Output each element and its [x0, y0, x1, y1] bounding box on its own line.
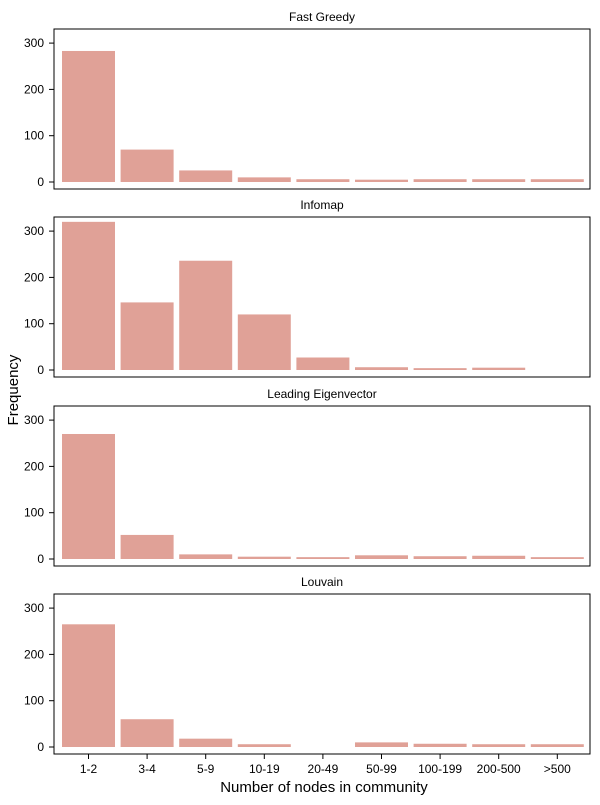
bar [237, 177, 291, 182]
bar [413, 179, 467, 182]
bar [120, 302, 174, 370]
y-tick-label: 0 [37, 363, 44, 377]
panel-frame [53, 405, 591, 567]
bar [179, 170, 233, 182]
panel-frame [53, 28, 591, 190]
bar [472, 179, 526, 182]
bar [120, 719, 174, 747]
panel: Leading Eigenvector 0 100 200 300 [24, 387, 591, 567]
panel-frame [53, 216, 591, 378]
x-tick-label: 20-49 [308, 762, 339, 776]
x-tick-label: 5-9 [197, 762, 215, 776]
bar [62, 624, 115, 747]
bar [179, 554, 233, 559]
bar [413, 556, 467, 559]
y-tick-label: 200 [24, 459, 44, 473]
y-tick-label: 0 [37, 175, 44, 189]
y-axis-title: Frequency [5, 354, 22, 425]
bar [120, 149, 174, 182]
bar [237, 556, 291, 559]
y-tick-label: 0 [37, 740, 44, 754]
y-tick-label: 100 [24, 129, 44, 143]
bar [237, 314, 291, 370]
bar [296, 179, 350, 182]
x-tick-label: >500 [544, 762, 571, 776]
y-tick-label: 0 [37, 552, 44, 566]
bar [355, 555, 408, 559]
bar [355, 742, 408, 747]
x-tick-label: 200-500 [477, 762, 521, 776]
bar [179, 738, 233, 747]
y-tick-label: 200 [24, 82, 44, 96]
x-tick-label: 50-99 [366, 762, 397, 776]
bar [62, 50, 115, 182]
panel: Infomap 0 100 200 300 [24, 198, 591, 378]
bar [296, 357, 350, 370]
bar [237, 744, 291, 747]
bar [530, 744, 584, 747]
panel-title: Infomap [300, 198, 344, 212]
y-tick-label: 300 [24, 413, 44, 427]
panel-frame [53, 593, 591, 755]
x-tick-label: 3-4 [138, 762, 156, 776]
panel-title: Leading Eigenvector [267, 387, 376, 401]
bar [62, 433, 115, 559]
bar [413, 743, 467, 747]
bar [413, 368, 467, 370]
bar [530, 179, 584, 182]
bar [296, 557, 350, 559]
x-tick-label: 100-199 [418, 762, 462, 776]
bar [355, 179, 408, 182]
panel-title: Louvain [301, 575, 343, 589]
y-tick-label: 300 [24, 224, 44, 238]
bar [472, 555, 526, 559]
x-tick-label: 10-19 [249, 762, 280, 776]
y-tick-label: 300 [24, 36, 44, 50]
panel: Fast Greedy 0 100 200 300 [24, 10, 591, 190]
panel: Louvain 0 100 200 300 1-2 3-4 5-9 10-19 20-49 50-9… [24, 575, 591, 776]
y-tick-label: 100 [24, 694, 44, 708]
panel-title: Fast Greedy [289, 10, 355, 24]
bar [62, 221, 115, 370]
bar [120, 534, 174, 559]
x-axis-title: Number of nodes in community [220, 779, 428, 796]
bar [355, 367, 408, 370]
bar [472, 744, 526, 747]
x-tick-label: 1-2 [80, 762, 98, 776]
y-tick-label: 100 [24, 506, 44, 520]
bar [530, 557, 584, 559]
y-tick-label: 200 [24, 270, 44, 284]
bar [472, 367, 526, 370]
bar [179, 260, 233, 370]
y-tick-label: 200 [24, 647, 44, 661]
y-tick-label: 100 [24, 317, 44, 331]
y-tick-label: 300 [24, 601, 44, 615]
